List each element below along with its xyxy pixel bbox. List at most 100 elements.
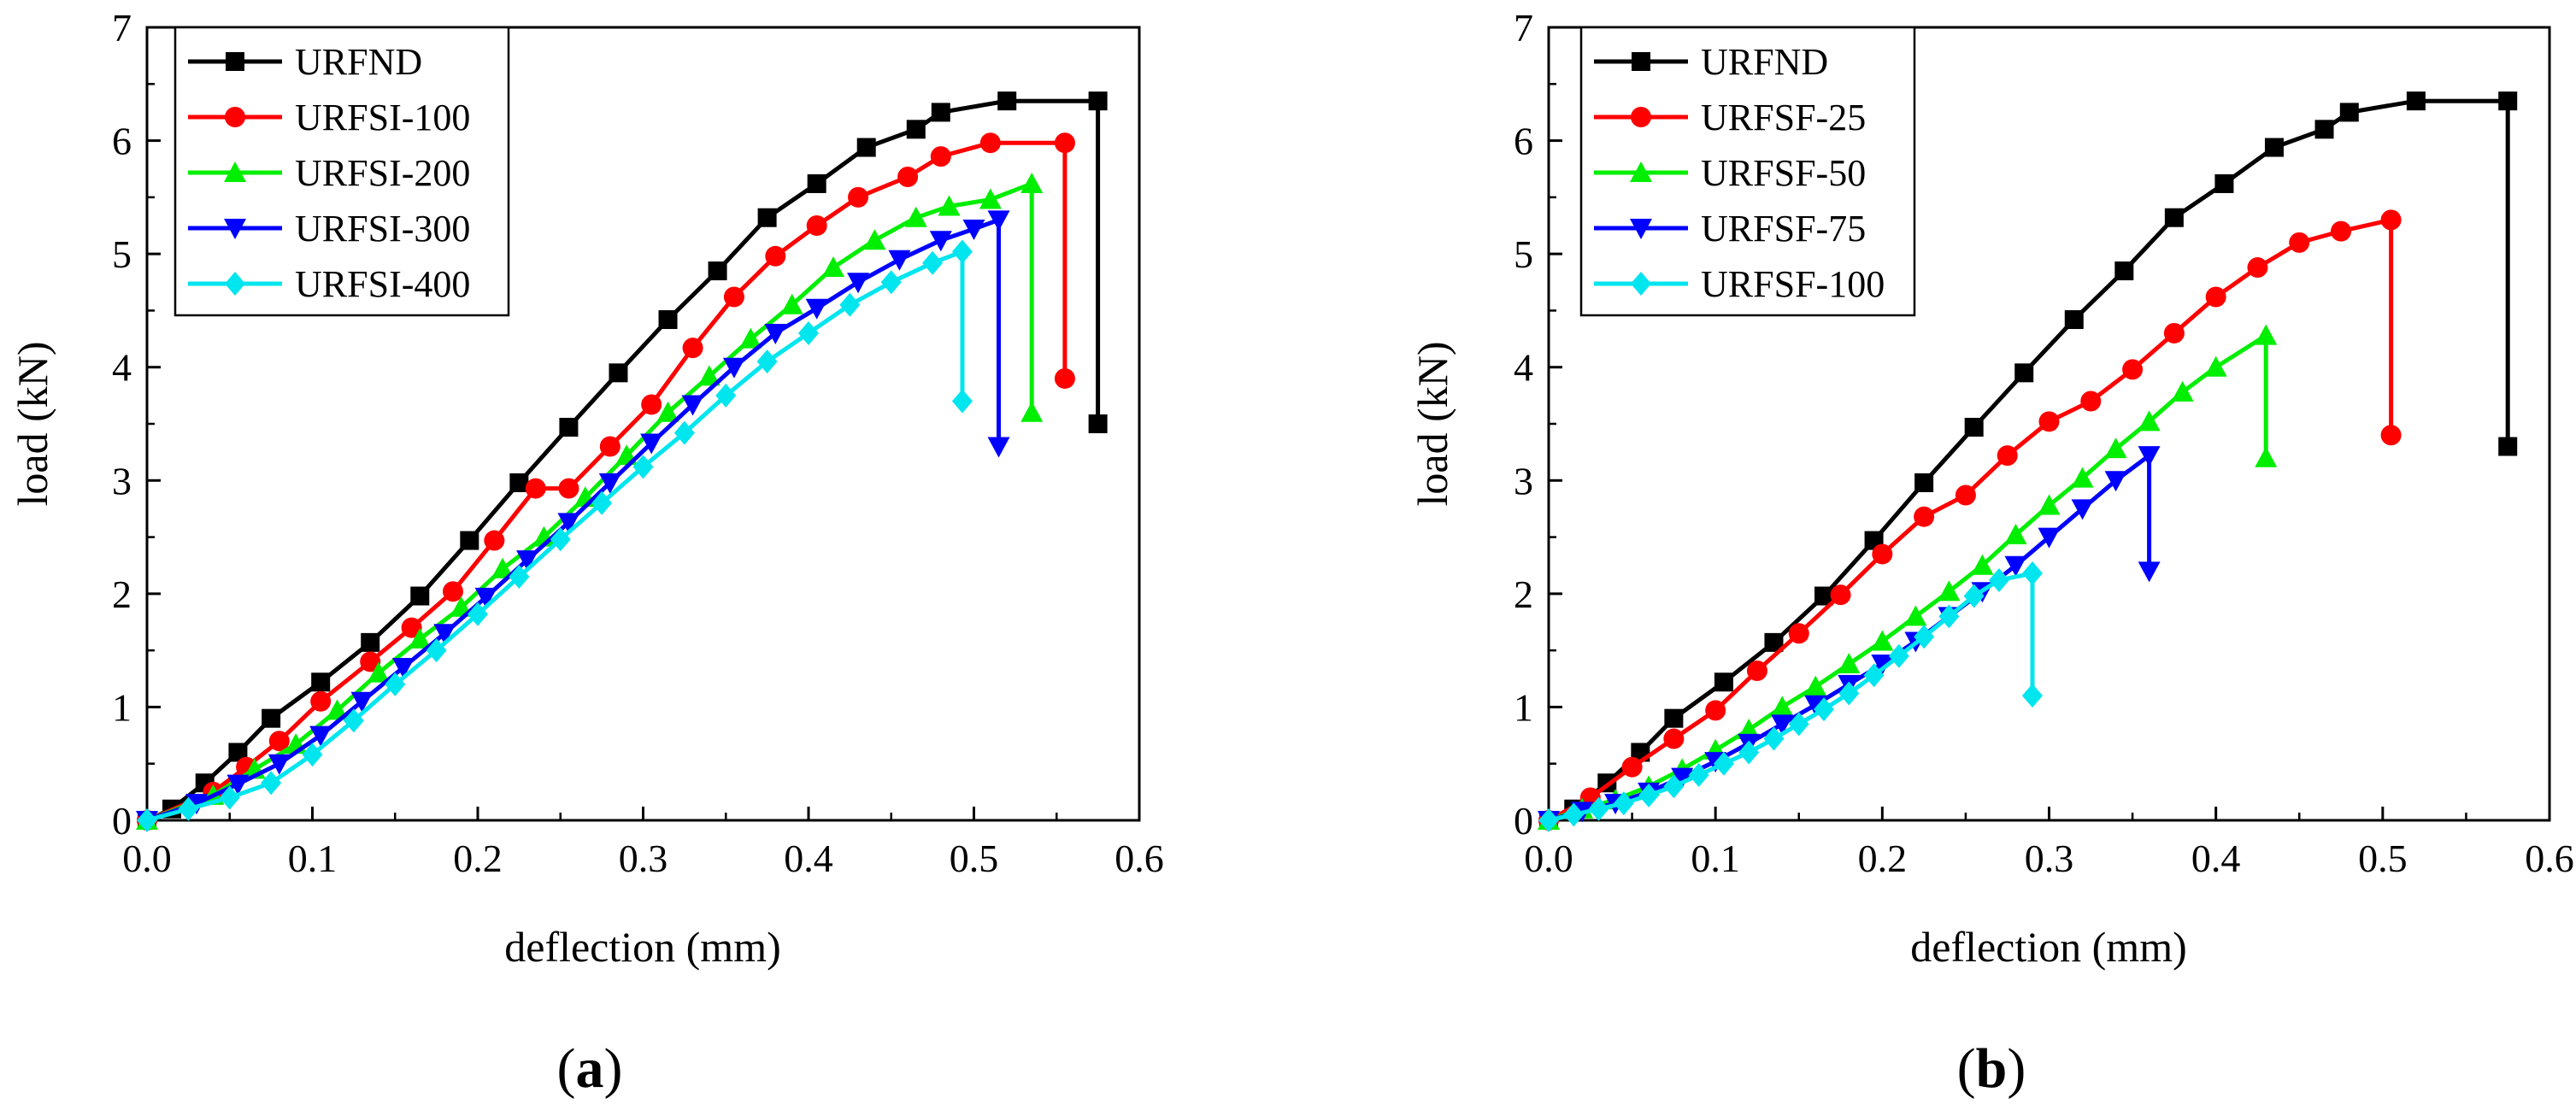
legend-label: URFSI-100 (295, 97, 470, 138)
data-point (632, 455, 654, 479)
data-point (856, 138, 876, 157)
data-point (1563, 802, 1585, 827)
data-point (1938, 580, 1961, 602)
data-point (2164, 208, 2184, 227)
data-point (880, 270, 902, 295)
legend-swatch-marker (1632, 52, 1650, 71)
data-point (262, 708, 281, 728)
data-point (931, 103, 950, 122)
data-point (433, 624, 456, 645)
x-tick-label: 0.5 (950, 837, 999, 880)
y-tick-label: 0 (112, 799, 132, 843)
data-point (559, 417, 579, 437)
data-point (922, 250, 944, 275)
data-point (426, 638, 447, 663)
y-tick-label: 2 (1514, 573, 1533, 616)
data-point (2038, 527, 2061, 549)
data-point (2380, 425, 2402, 446)
data-point (1763, 726, 1785, 751)
data-point (739, 327, 762, 349)
data-point (1705, 700, 1726, 721)
data-point (350, 691, 373, 713)
legend: URFND URFSF-25 URFSF-50 URFSF-75 URFSF-100 (1579, 26, 1916, 317)
data-point (1871, 630, 1894, 651)
data-point (2331, 220, 2352, 242)
data-point (805, 298, 828, 320)
legend-label: URFND (1701, 41, 1828, 83)
data-point (807, 173, 826, 193)
x-axis-title: deflection (mm) (1910, 923, 2187, 971)
y-tick-label: 3 (112, 459, 132, 502)
y-tick-label: 7 (112, 6, 132, 50)
data-point (1613, 791, 1634, 816)
data-point (2138, 410, 2161, 432)
x-tick-label: 0.2 (453, 837, 503, 880)
data-point (509, 473, 529, 492)
y-tick-label: 5 (112, 232, 132, 276)
data-point (2114, 261, 2134, 281)
data-point (1664, 708, 1684, 728)
data-point (550, 527, 571, 552)
data-point (1663, 728, 1685, 749)
data-point (228, 743, 248, 762)
y-tick-label: 0 (1514, 799, 1533, 843)
legend-label: URFND (295, 41, 422, 83)
data-point (2004, 523, 2027, 544)
data-point (1914, 625, 1935, 649)
y-tick-label: 1 (1514, 685, 1533, 729)
data-point (557, 513, 580, 534)
series-URFSI-400 (137, 239, 973, 832)
data-point (484, 530, 505, 551)
data-point (1871, 655, 1894, 676)
data-point (1814, 697, 1835, 722)
data-point (888, 250, 911, 271)
data-point (268, 754, 291, 775)
data-point (1814, 586, 1834, 606)
series-line (146, 250, 965, 823)
data-point (343, 708, 364, 733)
data-point (268, 731, 290, 752)
chart-panel-a: 0.0 0.1 0.2 0.3 0.4 0.5 0.6 0 1 2 3 4 5 6 7 deflection … (9, 6, 1164, 971)
data-point (1054, 367, 1075, 389)
legend-label: URFSF-100 (1701, 263, 1885, 305)
data-point (722, 357, 745, 379)
data-point (723, 286, 744, 308)
data-point (798, 320, 819, 345)
data-point (1955, 484, 1976, 506)
series-URFSF-25 (1538, 209, 2402, 831)
data-point (847, 273, 870, 294)
data-point (2339, 103, 2359, 122)
data-point (598, 473, 621, 494)
data-point (609, 363, 628, 383)
data-point (2104, 471, 2127, 492)
x-tick-label: 0.3 (619, 837, 668, 880)
panel-label-b: (b) (1957, 1037, 2026, 1100)
data-point (468, 602, 488, 626)
y-tick-label: 7 (1514, 6, 1533, 50)
x-axis-title: deflection (mm) (504, 923, 781, 971)
data-point (897, 166, 919, 187)
data-point (2021, 684, 2043, 708)
data-point (658, 310, 678, 330)
legend-label: URFSI-300 (295, 208, 470, 250)
data-point (1971, 554, 1994, 575)
y-axis-title: load (kN) (9, 342, 56, 507)
legend-swatch-marker (1630, 161, 1652, 182)
data-point (385, 672, 406, 696)
series-URFSI-100 (137, 132, 1075, 831)
series-URFSI-300 (136, 210, 1010, 831)
data-point (2071, 499, 2094, 520)
data-point (310, 690, 332, 712)
data-point (360, 651, 381, 672)
data-point (401, 617, 422, 638)
data-point (1020, 172, 1044, 193)
data-point (2255, 446, 2278, 467)
data-point (2247, 257, 2268, 279)
data-point (309, 725, 332, 747)
data-point (391, 658, 415, 679)
data-point (2038, 494, 2061, 515)
series-line (1547, 217, 2394, 823)
data-point (2138, 446, 2161, 467)
data-point (987, 437, 1010, 458)
data-point (673, 420, 695, 445)
